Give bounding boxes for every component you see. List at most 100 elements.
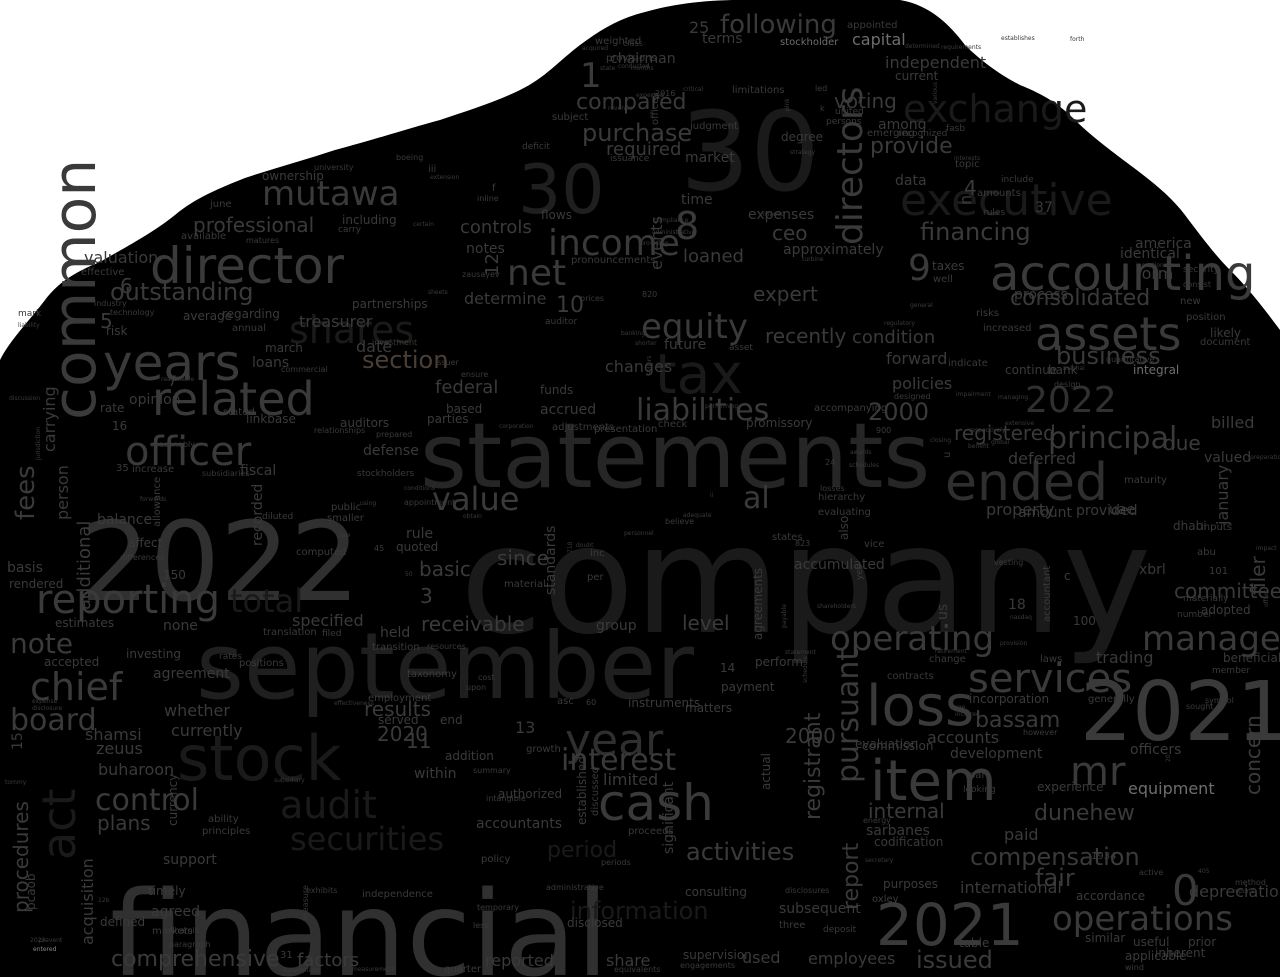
cloud-word: matters xyxy=(685,701,732,715)
cloud-word: years xyxy=(103,334,241,392)
cloud-word: khamis xyxy=(170,926,199,935)
cloud-word: c xyxy=(1064,569,1071,583)
cloud-word: within xyxy=(414,766,456,782)
cloud-word: incurred xyxy=(955,711,980,718)
cloud-word: periods xyxy=(601,858,631,867)
cloud-word: 10 xyxy=(556,293,584,318)
cloud-word: loss xyxy=(866,674,974,739)
cloud-word: k xyxy=(820,104,825,113)
cloud-word: codification xyxy=(874,835,943,849)
cloud-word: among xyxy=(878,117,927,133)
cloud-word: stockholder xyxy=(780,37,839,48)
cloud-word: policy xyxy=(481,854,511,865)
cloud-word: new xyxy=(1180,296,1201,307)
cloud-word: prepared xyxy=(376,430,412,439)
cloud-word: laws xyxy=(1040,654,1062,665)
cloud-word: 0 xyxy=(1172,866,1199,915)
cloud-word: matures xyxy=(246,236,279,245)
cloud-word: allowance xyxy=(152,477,163,527)
cloud-word: months xyxy=(631,65,654,72)
cloud-word: filed xyxy=(322,629,341,639)
cloud-word: affect xyxy=(128,536,163,550)
cloud-word: useful xyxy=(1133,935,1169,949)
cloud-word: purposes xyxy=(883,877,938,891)
cloud-word: sheets xyxy=(428,289,448,296)
cloud-word: timely xyxy=(148,884,186,898)
cloud-word: uae xyxy=(1109,502,1135,518)
cloud-word: forth xyxy=(1070,36,1085,43)
cloud-word: industry xyxy=(94,299,127,308)
cloud-word: year xyxy=(565,715,664,766)
cloud-word: determine xyxy=(464,289,546,308)
cloud-word: designed xyxy=(894,392,931,401)
cloud-word: doubt xyxy=(576,542,594,549)
cloud-word: recently xyxy=(765,324,846,348)
cloud-word: 7 xyxy=(168,374,177,390)
cloud-word: 2021 xyxy=(1080,665,1280,760)
cloud-word: treasurer xyxy=(299,312,373,331)
cloud-word: using xyxy=(360,500,376,507)
cloud-word: company xyxy=(460,494,1151,668)
cloud-word: asset xyxy=(729,343,753,353)
cloud-word: upon xyxy=(466,683,486,692)
cloud-word: risk xyxy=(106,324,128,338)
cloud-word: concern xyxy=(1241,715,1265,795)
cloud-word: change xyxy=(929,654,966,665)
cloud-word: receivable xyxy=(421,612,525,636)
cloud-word: january xyxy=(1213,465,1232,526)
cloud-word: respectively xyxy=(969,427,1006,434)
cloud-word: relationships xyxy=(314,426,365,435)
cloud-word: funds xyxy=(540,383,573,397)
cloud-word: events xyxy=(647,216,666,270)
cloud-word: sellers xyxy=(646,356,653,375)
cloud-word: al xyxy=(743,481,770,516)
cloud-word: indicate xyxy=(948,358,988,369)
cloud-word: development xyxy=(950,746,1043,762)
cloud-word: smaller xyxy=(327,513,365,524)
cloud-word: support xyxy=(163,852,217,868)
cloud-word: preparation xyxy=(1250,454,1280,461)
cloud-word: energy xyxy=(863,816,891,825)
cloud-word: turbine xyxy=(802,256,824,263)
cloud-word: ii xyxy=(710,492,714,499)
cloud-word: assumptions xyxy=(283,967,321,974)
cloud-word: shorter xyxy=(635,340,657,347)
cloud-word: strategy xyxy=(790,149,815,156)
cloud-word: tommy xyxy=(5,779,27,786)
cloud-word: accumulated xyxy=(794,557,885,573)
cloud-word: acquired xyxy=(582,45,608,52)
cloud-word: amount xyxy=(1018,505,1073,521)
cloud-word: 20 xyxy=(1165,754,1172,762)
cloud-word: valued xyxy=(1204,450,1251,466)
cloud-word: symbol xyxy=(1205,696,1234,705)
cloud-word: subsequent xyxy=(779,901,861,917)
cloud-word: inputs xyxy=(1201,522,1232,533)
cloud-word: march xyxy=(265,341,303,355)
cloud-word: registrant xyxy=(801,712,826,820)
cloud-word: retirement xyxy=(935,648,967,655)
cloud-word: parties xyxy=(427,412,469,426)
cloud-word: assets xyxy=(1035,307,1181,361)
cloud-word: carry xyxy=(338,225,362,235)
cloud-word: issued xyxy=(916,946,993,974)
cloud-word: performing xyxy=(705,403,738,410)
cloud-word: reasonably xyxy=(151,440,195,449)
cloud-word: sought xyxy=(1186,702,1213,711)
cloud-word: average xyxy=(183,309,232,323)
cloud-word: auditors xyxy=(340,416,389,430)
cloud-word: inline xyxy=(477,194,499,203)
cloud-word: losses xyxy=(820,484,845,493)
cloud-word: dhabi xyxy=(1173,519,1207,533)
cloud-word: 45 xyxy=(374,544,384,553)
cloud-word: increased xyxy=(983,323,1032,334)
cloud-word: adopted xyxy=(1201,603,1251,617)
cloud-word: principal xyxy=(1048,421,1177,456)
cloud-word: schedule xyxy=(802,656,809,683)
cloud-word: risks xyxy=(976,308,999,319)
cloud-word: subject xyxy=(552,112,588,123)
cloud-word: consist xyxy=(1183,280,1211,289)
cloud-word: 15 xyxy=(10,732,26,750)
cloud-word: effective xyxy=(81,267,124,278)
cloud-word: information xyxy=(570,897,709,925)
